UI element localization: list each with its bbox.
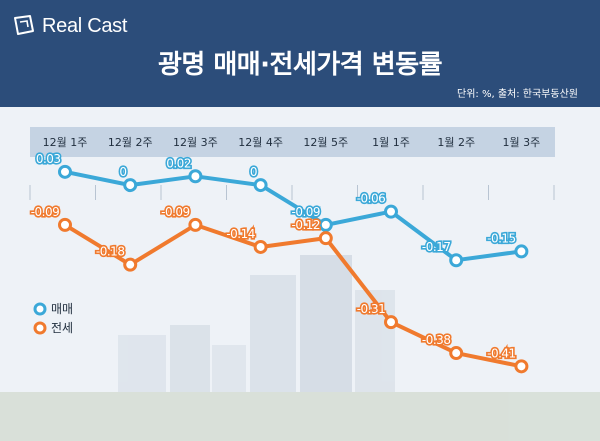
data-point	[188, 217, 203, 232]
data-points	[58, 164, 529, 374]
header-banner: Real Cast 광명 매매·전세가격 변동률 단위: %, 출처: 한국부동…	[0, 0, 600, 107]
series-line-sale	[63, 169, 524, 263]
data-point	[318, 231, 333, 246]
data-label: -0.38	[422, 333, 451, 347]
data-label: -0.09	[31, 205, 60, 219]
brand-logo: Real Cast	[12, 14, 127, 38]
x-tick-label: 12월 1주	[43, 136, 88, 149]
x-tick-label: 12월 3주	[173, 136, 218, 149]
legend-label: 매매	[51, 302, 73, 316]
legend-marker	[33, 302, 47, 316]
data-label: -0.17	[422, 240, 451, 254]
data-point	[58, 164, 72, 179]
realcast-logo-icon	[14, 15, 34, 35]
category-band	[30, 127, 555, 157]
data-label: 0	[250, 165, 257, 179]
data-point	[514, 359, 529, 374]
data-point	[318, 217, 333, 232]
data-point	[449, 346, 464, 361]
series-line-jeonse	[63, 222, 524, 369]
x-tick-label: 12월 4주	[238, 136, 283, 149]
data-label: 0	[119, 165, 126, 179]
data-point	[449, 253, 464, 268]
logo-text: Real Cast	[42, 14, 128, 37]
data-label: 0.02	[166, 156, 191, 170]
gridlines	[29, 185, 555, 200]
data-point	[58, 217, 72, 232]
data-label: -0.09	[161, 205, 190, 219]
x-tick-label: 1월 2주	[437, 136, 475, 149]
x-tick-label: 12월 5주	[303, 136, 348, 149]
data-label: -0.14	[226, 227, 255, 241]
data-point	[123, 178, 138, 193]
data-point	[253, 178, 268, 193]
x-tick-label: 1월 3주	[503, 136, 541, 149]
chart-title: 광명 매매·전세가격 변동률	[157, 50, 443, 80]
data-point	[123, 257, 138, 272]
data-label: -0.18	[96, 245, 125, 259]
city-skyline-backdrop	[0, 255, 600, 441]
legend-marker	[33, 321, 47, 335]
x-tick-label: 1월 1주	[372, 136, 410, 149]
data-point	[188, 169, 203, 184]
x-axis-labels: 12월 1주 12월 2주 12월 3주 12월 4주 12월 5주 1월 1주 1월 2주…	[43, 136, 541, 149]
data-label: 0.03	[36, 152, 61, 166]
data-label: -0.31	[357, 302, 386, 316]
data-label: -0.41	[487, 346, 516, 360]
data-label: -0.09	[292, 205, 321, 219]
data-point	[514, 244, 529, 259]
data-point	[384, 315, 398, 330]
legend-label: 전세	[51, 321, 73, 335]
unit-source-note: 단위: %, 출처: 한국부동산원	[457, 89, 578, 100]
data-labels: 0.03 0 0.02 0 -0.09 -0.06 -0.17 -0.15 -0.09 -0.18…	[29, 150, 518, 362]
x-tick-label: 12월 2주	[108, 136, 153, 149]
data-point	[384, 204, 398, 219]
data-label: -0.15	[487, 231, 516, 245]
data-point	[253, 239, 268, 254]
data-label: -0.06	[357, 192, 386, 206]
series-lines	[63, 169, 524, 369]
data-label: -0.12	[292, 218, 321, 232]
